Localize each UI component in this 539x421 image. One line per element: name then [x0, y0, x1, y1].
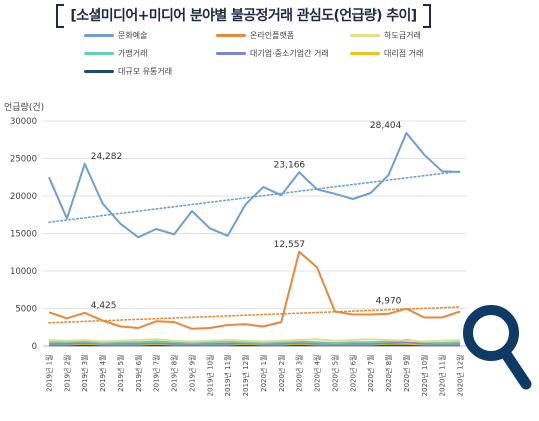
x-tick-label: 2019년 7월	[152, 355, 161, 392]
y-tick-label: 15000	[10, 230, 37, 240]
legend-swatch	[84, 52, 114, 55]
legend-label: 문화예술	[118, 31, 148, 40]
legend-label: 대리점 거래	[384, 49, 424, 58]
data-label: 28,404	[370, 121, 402, 131]
magnifier-icon	[463, 305, 532, 390]
x-tick-label: 2020년 1월	[259, 355, 268, 392]
y-tick-label: 20000	[10, 192, 37, 202]
data-label: 24,282	[91, 152, 123, 162]
x-tick-label: 2019년 4월	[98, 355, 107, 392]
x-tick-label: 2020년 11월	[438, 355, 447, 397]
x-tick-label: 2019년 8월	[170, 355, 179, 392]
y-tick-label: 10000	[10, 267, 37, 277]
x-tick-label: 2019년 2월	[62, 355, 71, 392]
y-tick-label: 0	[32, 342, 37, 352]
x-tick-label: 2020년 8월	[384, 355, 393, 392]
legend-swatch	[84, 34, 114, 37]
data-label: 4,970	[376, 297, 402, 307]
data-label: 4,425	[91, 301, 117, 311]
legend-item-하도급거래: 하도급거래	[350, 30, 421, 41]
legend-swatch	[216, 34, 246, 37]
trendline-온라인플랫폼	[48, 306, 461, 324]
legend-swatch	[216, 52, 246, 55]
series-line-문화예술	[48, 132, 461, 239]
x-tick-label: 2019년 6월	[134, 355, 143, 392]
legend-swatch	[350, 34, 380, 37]
x-tick-label: 2020년 4월	[313, 355, 322, 392]
x-tick-label: 2020년 6월	[348, 355, 357, 392]
x-tick-label: 2019년 9월	[187, 355, 196, 392]
legend-item-온라인플랫폼: 온라인플랫폼	[216, 30, 294, 41]
x-tick-label: 2020년 12월	[456, 355, 465, 397]
x-tick-label: 2019년 3월	[80, 355, 89, 392]
data-label: 12,557	[274, 240, 306, 250]
x-tick-label: 2019년 12월	[241, 355, 250, 397]
legend-label: 대규모 유통거래	[118, 67, 173, 76]
y-axis-label: 언급량(건)	[4, 103, 45, 113]
series-line-가맹거래	[49, 339, 461, 344]
legend-swatch	[84, 70, 114, 73]
chart-title: [소셜미디어+미디어 분야별 불공정거래 관심도(언급량) 추이]	[70, 8, 417, 24]
legend-label: 가맹거래	[118, 49, 148, 58]
x-tick-label: 2020년 10월	[420, 355, 429, 397]
x-tick-label: 2019년 11월	[223, 355, 232, 397]
legend-item-대규모-유통거래: 대규모 유통거래	[84, 66, 172, 77]
x-tick-label: 2019년 10월	[205, 355, 214, 397]
title-bracket-right	[423, 4, 431, 28]
x-tick-label: 2020년 3월	[295, 355, 304, 392]
legend-swatch	[350, 52, 380, 55]
x-tick-label: 2019년 1월	[45, 355, 54, 392]
y-tick-label: 5000	[15, 305, 37, 315]
data-label: 23,166	[274, 160, 306, 170]
legend-label: 대기업·중소기업간 거래	[250, 49, 329, 58]
legend-label: 하도급거래	[384, 31, 421, 40]
legend-item-문화예술: 문화예술	[84, 30, 147, 41]
x-tick-label: 2020년 5월	[330, 355, 339, 392]
series-line-하도급거래	[48, 338, 461, 343]
trendline-문화예술	[48, 170, 461, 224]
x-tick-label: 2020년 9월	[402, 355, 411, 392]
y-tick-label: 25000	[10, 155, 37, 165]
title-bracket-left	[56, 4, 64, 28]
legend-item-가맹거래: 가맹거래	[84, 48, 147, 59]
series-line-온라인플랫폼	[48, 250, 461, 330]
x-tick-label: 2019년 5월	[116, 355, 125, 392]
legend-item-대기업·중소기업간-거래: 대기업·중소기업간 거래	[216, 48, 329, 59]
legend-item-대리점-거래: 대리점 거래	[350, 48, 423, 59]
x-tick-label: 2020년 7월	[366, 355, 375, 392]
x-tick-label: 2020년 2월	[277, 355, 286, 392]
chart-title-wrap: [소셜미디어+미디어 분야별 불공정거래 관심도(언급량) 추이]	[56, 2, 431, 30]
y-tick-label: 30000	[10, 117, 37, 127]
legend-label: 온라인플랫폼	[250, 31, 295, 40]
